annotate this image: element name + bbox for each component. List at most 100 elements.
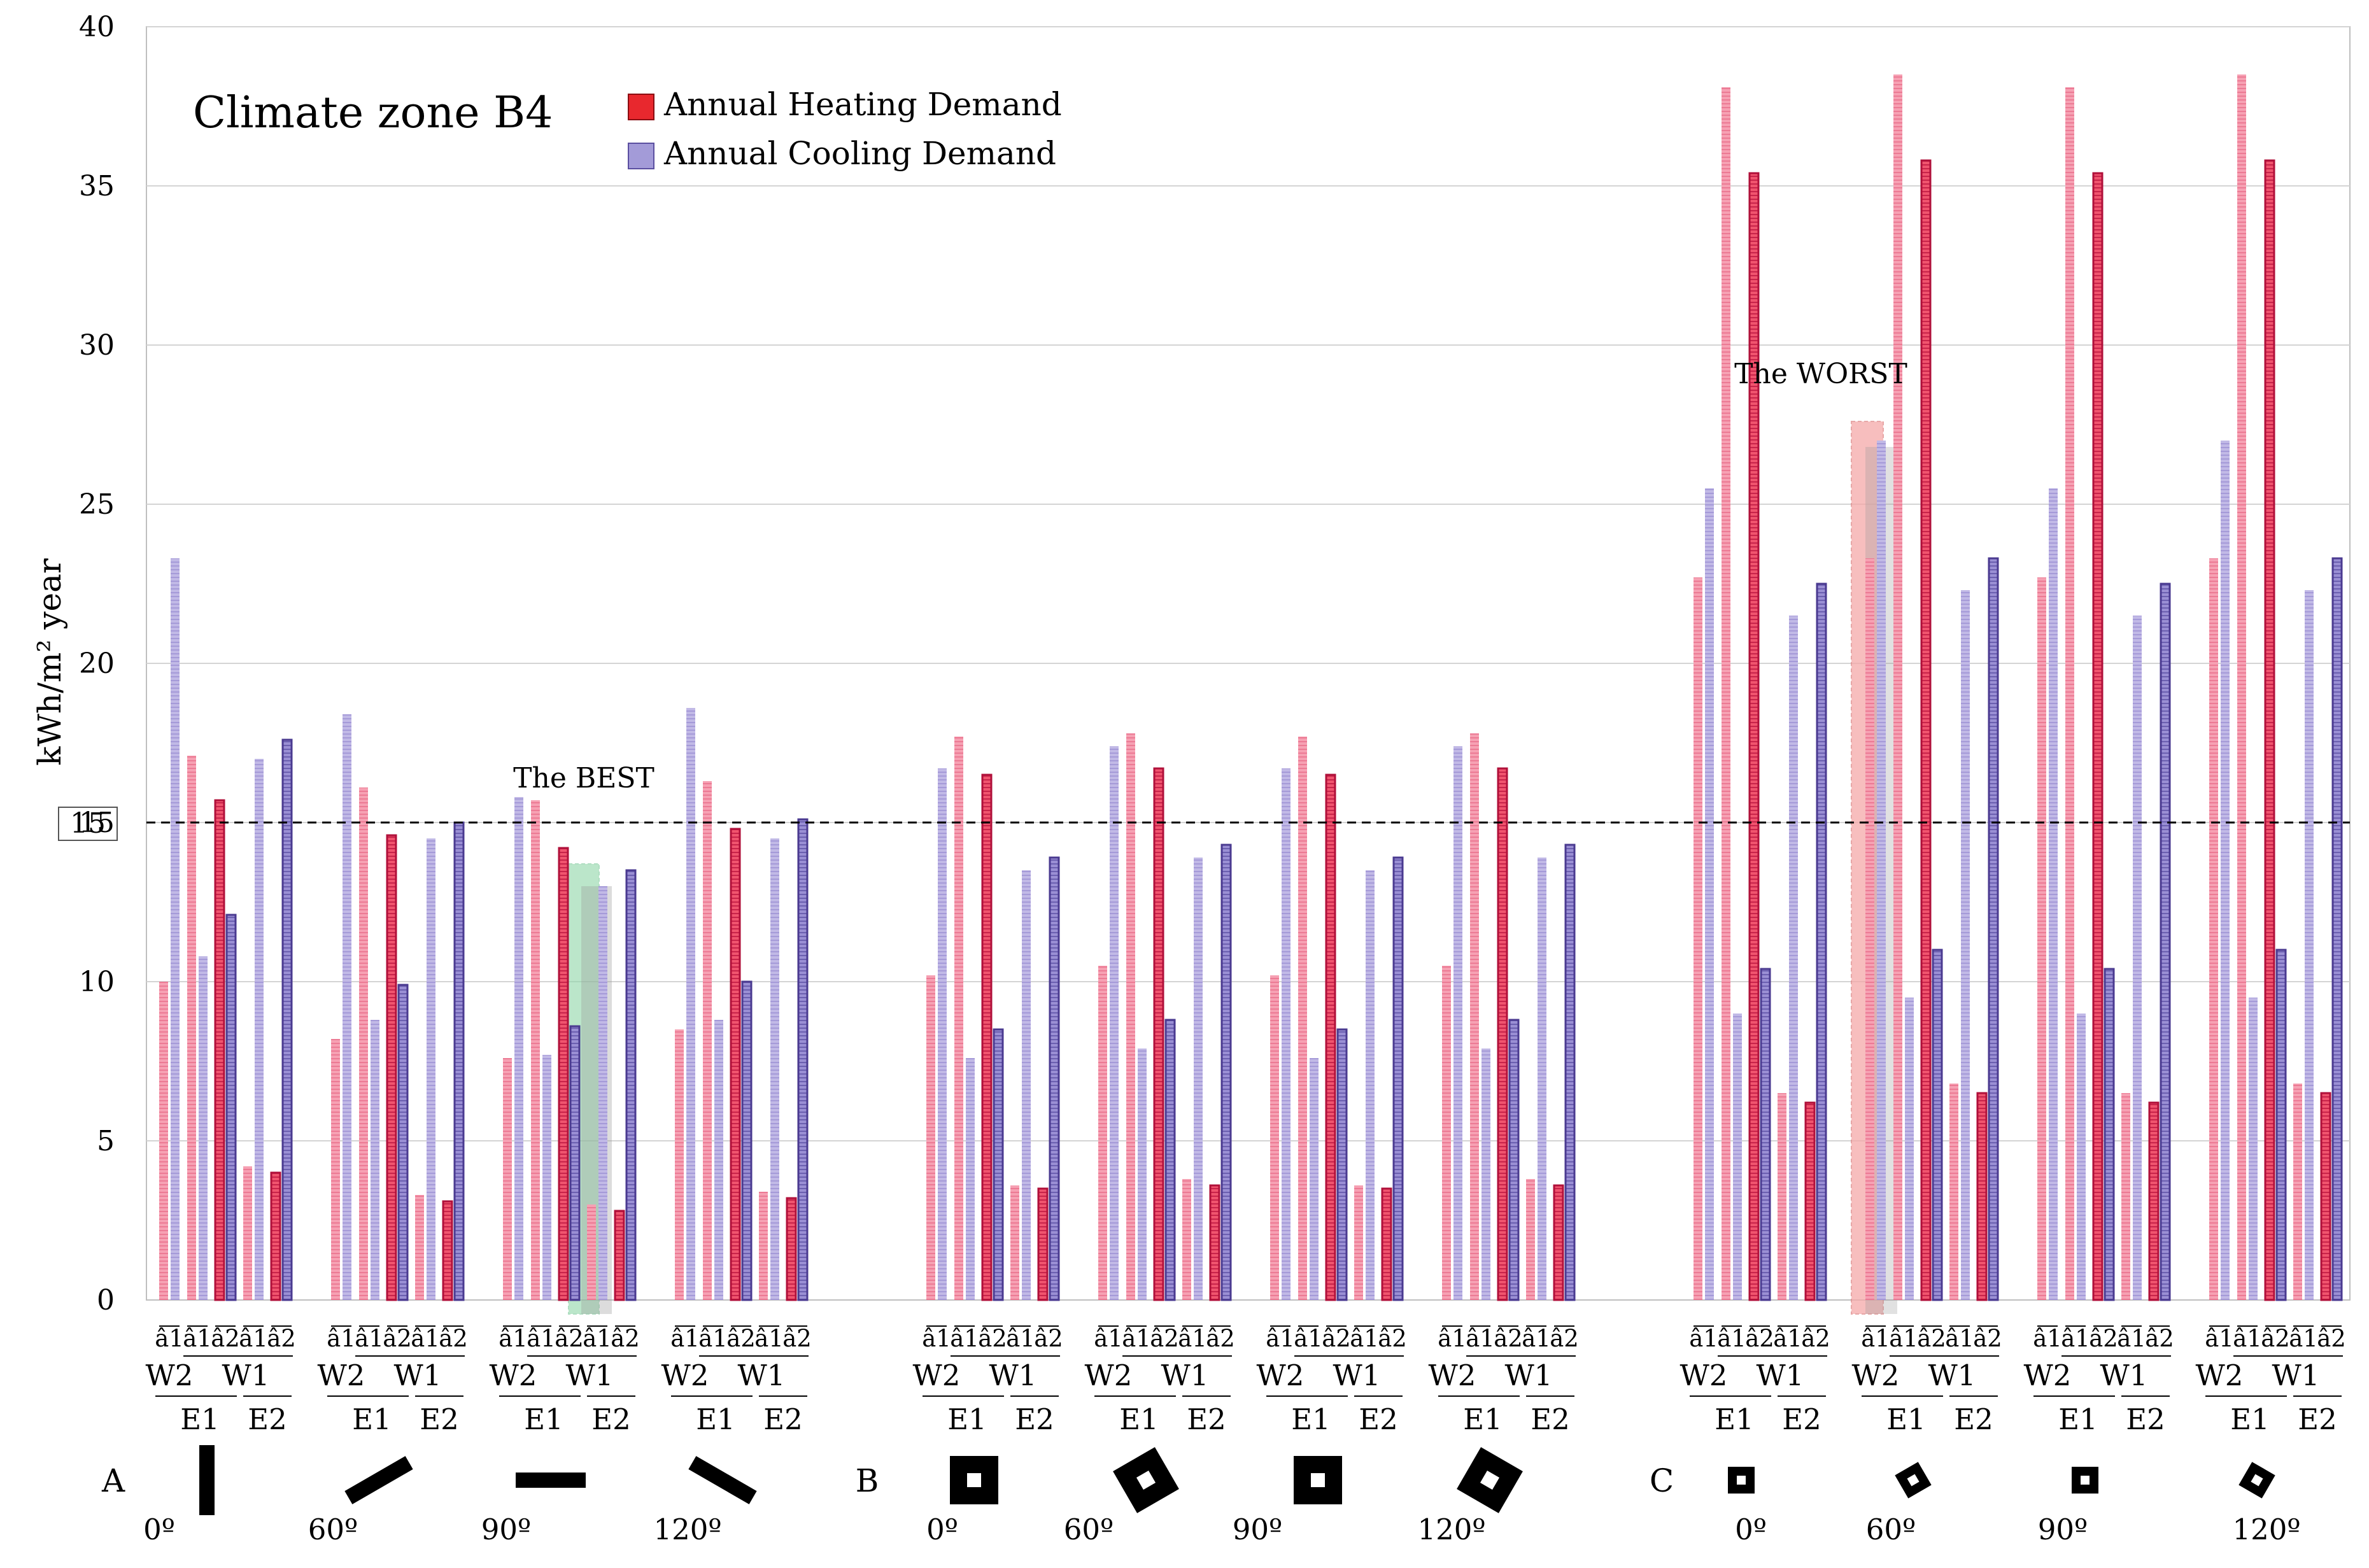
cooling-bar <box>625 869 637 1301</box>
cooling-bar <box>2305 590 2314 1300</box>
group-label-e2: E2 <box>420 1402 458 1436</box>
cooling-bar <box>1733 1014 1742 1300</box>
config-label: â1 <box>1178 1325 1207 1352</box>
heating-bar <box>1298 737 1307 1300</box>
cooling-bar <box>2104 968 2115 1301</box>
cooling-bar <box>1789 616 1798 1300</box>
heating-bar <box>1442 966 1451 1300</box>
config-label: â2 <box>1917 1325 1946 1352</box>
building-shapes: A B C 0º 60º 90º 120º 0º 60º 90º 120º 0º 60º 90º 120º <box>101 1445 2301 1546</box>
cooling-bar <box>2331 557 2343 1301</box>
cooling-bar <box>770 838 779 1300</box>
group-label-e2: E2 <box>1954 1402 1993 1436</box>
heating-bar <box>1209 1184 1220 1301</box>
config-label: â1 <box>670 1325 700 1352</box>
cooling-bar <box>1988 557 1999 1301</box>
cooling-bar <box>453 821 465 1301</box>
heating-bar <box>386 834 397 1301</box>
heating-bar <box>2065 87 2074 1300</box>
group-label-e2: E2 <box>1531 1402 1569 1436</box>
heating-bar <box>2148 1101 2160 1301</box>
group-label-w1: W1 <box>1757 1359 1804 1392</box>
heating-bar <box>786 1197 797 1301</box>
cooling-bar <box>686 708 695 1300</box>
heating-bar <box>2264 159 2275 1301</box>
section-label: A <box>101 1462 125 1499</box>
config-label: â1 <box>239 1325 268 1352</box>
heating-bar <box>1270 975 1279 1300</box>
heating-bar <box>1037 1187 1049 1301</box>
cooling-bar <box>1392 856 1404 1301</box>
heating-bar <box>675 1029 684 1300</box>
y-tick-label: 30 <box>79 329 115 362</box>
heating-bar <box>1949 1084 1958 1300</box>
angle-label: 0º <box>1735 1513 1767 1546</box>
config-label: â1 <box>1466 1325 1495 1352</box>
group-label-e1: E1 <box>1119 1402 1158 1436</box>
cooling-bar <box>1877 441 1886 1300</box>
heating-bar <box>2092 172 2104 1301</box>
group-label-e1: E1 <box>180 1402 219 1436</box>
config-label: â2 <box>1034 1325 1063 1352</box>
config-label: â1 <box>950 1325 979 1352</box>
config-label: â2 <box>2261 1325 2290 1352</box>
group-label-w1: W1 <box>222 1359 270 1392</box>
cooling-bar <box>1905 998 1914 1300</box>
group-label-w2: W2 <box>661 1359 709 1392</box>
bar-building-shape <box>516 1473 586 1488</box>
config-label: â1 <box>355 1325 384 1352</box>
courtyard-shape <box>1907 1474 1920 1487</box>
heating-bar <box>1804 1101 1816 1301</box>
cooling-bar <box>2275 949 2287 1301</box>
group-label-e1: E1 <box>1463 1402 1502 1436</box>
group-label-w2: W2 <box>1852 1359 1900 1392</box>
config-label: â1 <box>2061 1325 2090 1352</box>
config-label: â1 <box>1006 1325 1035 1352</box>
group-label-w2: W2 <box>1085 1359 1133 1392</box>
cooling-bar <box>1366 870 1375 1300</box>
config-label: â2 <box>1322 1325 1351 1352</box>
heating-bar <box>1098 966 1107 1300</box>
config-label: â1 <box>922 1325 951 1352</box>
heating-bar <box>614 1210 625 1301</box>
section-label: B <box>856 1462 879 1499</box>
courtyard-shape <box>1311 1473 1325 1487</box>
group-label-w1: W1 <box>1333 1359 1381 1392</box>
config-label: â1 <box>1861 1325 1890 1352</box>
angle-label: 60º <box>1064 1513 1114 1546</box>
config-label: â2 <box>782 1325 812 1352</box>
cooling-bar <box>1282 768 1291 1300</box>
courtyard-shape <box>1737 1476 1746 1485</box>
heating-bar <box>1748 172 1760 1301</box>
config-label: â1 <box>499 1325 528 1352</box>
building-shape-icon <box>1457 1447 1523 1513</box>
group-label-w2: W2 <box>1257 1359 1305 1392</box>
cooling-bar <box>1164 1019 1176 1301</box>
cooling-bar <box>1508 1019 1520 1301</box>
y-axis-label: kWh/m² year <box>31 558 68 766</box>
heating-bar <box>1010 1185 1019 1300</box>
cooling-bar <box>281 738 293 1301</box>
heating-bar <box>1694 577 1702 1300</box>
y-tick-label: 0 <box>97 1284 115 1317</box>
y-axis: 0 5 10 15 20 25 30 35 40 <box>79 11 115 1317</box>
section-label: C <box>1650 1462 1674 1499</box>
group-label-e1: E1 <box>1715 1402 1753 1436</box>
group-label-e1: E1 <box>947 1402 986 1436</box>
group-label-w2: W2 <box>318 1359 365 1392</box>
angle-label: 120º <box>1417 1513 1485 1546</box>
heating-bar <box>243 1166 252 1300</box>
heating-bar <box>2237 74 2246 1300</box>
config-label: â2 <box>1494 1325 1523 1352</box>
cooling-bar <box>2049 488 2058 1300</box>
angle-label: 60º <box>308 1513 358 1546</box>
group-label-w2: W2 <box>146 1359 194 1392</box>
angle-label: 120º <box>2232 1513 2300 1546</box>
config-label: â2 <box>1378 1325 1407 1352</box>
config-label: â1 <box>411 1325 440 1352</box>
group-label-w2: W2 <box>2196 1359 2244 1392</box>
config-label: â1 <box>1945 1325 1974 1352</box>
y-tick-label: 40 <box>79 11 115 43</box>
heating-bar <box>1778 1093 1786 1300</box>
bars <box>159 74 2343 1301</box>
